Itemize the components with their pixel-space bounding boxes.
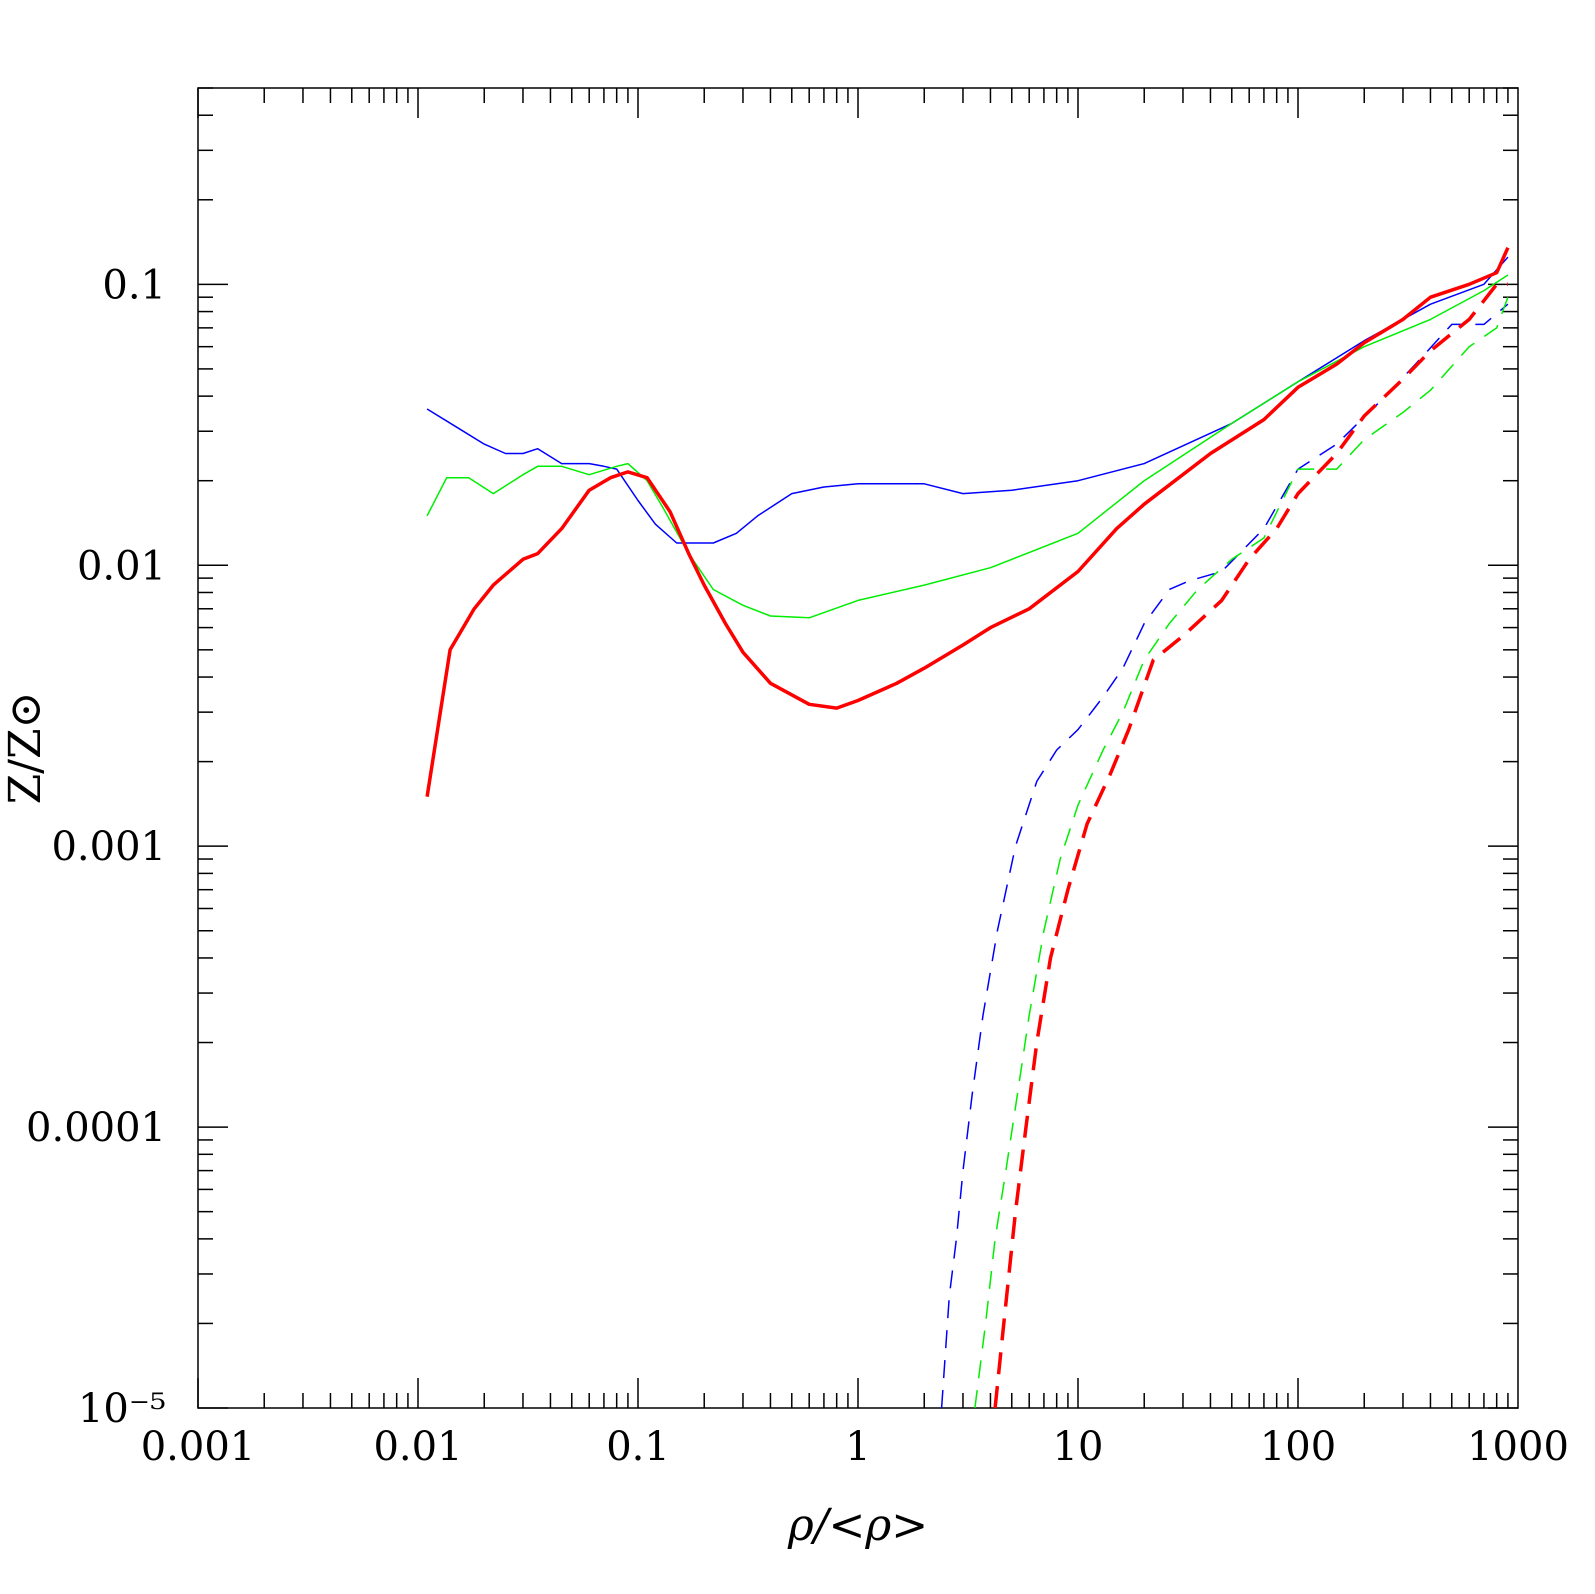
- y-tick-label: 0.1: [102, 262, 166, 308]
- axis-ticks: [197, 87, 1518, 1409]
- y-tick-label: 0.01: [77, 543, 166, 589]
- x-tick-label: 1000: [1467, 1424, 1569, 1470]
- x-axis-label: ρ/<ρ>: [787, 1500, 928, 1551]
- x-tick-label: 1: [845, 1424, 870, 1470]
- x-tick-label: 0.1: [606, 1424, 670, 1470]
- plot-frame: [197, 87, 1519, 1409]
- x-tick-label: 0.001: [141, 1424, 256, 1470]
- tick-labels: 0.001 0.01 0.1 1 10 100 1000 10⁻⁵ 0.0001 0.001 0.0…: [26, 262, 1569, 1470]
- x-tick-label: 10: [1053, 1424, 1104, 1470]
- series-group: [425, 246, 1510, 1408]
- series-line-3: [425, 246, 1510, 797]
- x-tick-label: 100: [1260, 1424, 1336, 1470]
- series-line-5: [974, 296, 1509, 1408]
- y-tick-label: 10⁻⁵: [78, 1386, 166, 1432]
- x-tick-label: 0.01: [373, 1424, 462, 1470]
- y-axis-label: Z/Z⊙: [0, 692, 51, 805]
- y-tick-label: 0.0001: [26, 1105, 166, 1151]
- series-line-4: [940, 303, 1509, 1408]
- series-line-6: [993, 282, 1508, 1408]
- y-tick-label: 0.001: [51, 824, 166, 870]
- series-line-2: [426, 274, 1509, 619]
- series-line-1: [426, 256, 1509, 544]
